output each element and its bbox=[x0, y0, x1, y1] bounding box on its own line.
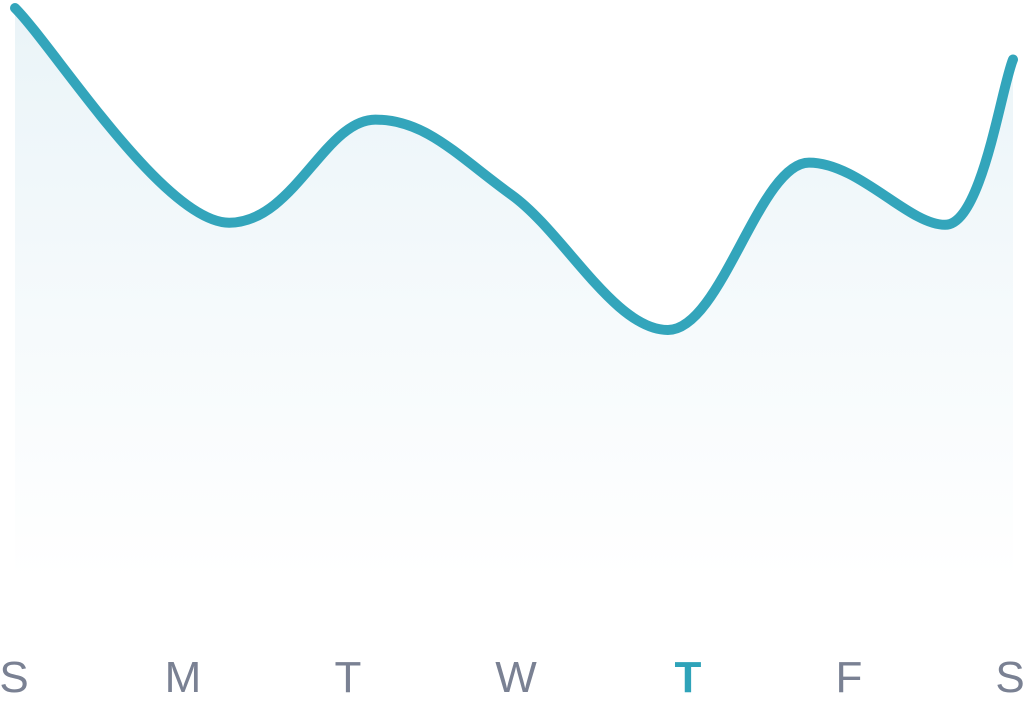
area-fill bbox=[15, 8, 1013, 580]
x-tick-label[interactable]: W bbox=[495, 653, 537, 702]
data-point bbox=[940, 220, 950, 230]
x-tick-label[interactable]: S bbox=[0, 653, 29, 702]
x-tick-label[interactable]: S bbox=[995, 653, 1024, 702]
data-point bbox=[506, 190, 516, 200]
x-tick-label[interactable]: F bbox=[836, 653, 863, 702]
x-tick-label[interactable]: M bbox=[165, 653, 202, 702]
data-point bbox=[1008, 55, 1018, 65]
x-tick-label-active[interactable]: T bbox=[675, 653, 702, 702]
data-point bbox=[663, 325, 673, 335]
data-point bbox=[224, 218, 234, 228]
area-fill-layer bbox=[15, 8, 1013, 580]
data-point bbox=[370, 115, 380, 125]
series-line bbox=[10, 3, 1018, 335]
line-layer bbox=[10, 3, 1018, 335]
data-point bbox=[804, 158, 814, 168]
data-point bbox=[10, 3, 20, 13]
x-tick-label[interactable]: T bbox=[335, 653, 362, 702]
